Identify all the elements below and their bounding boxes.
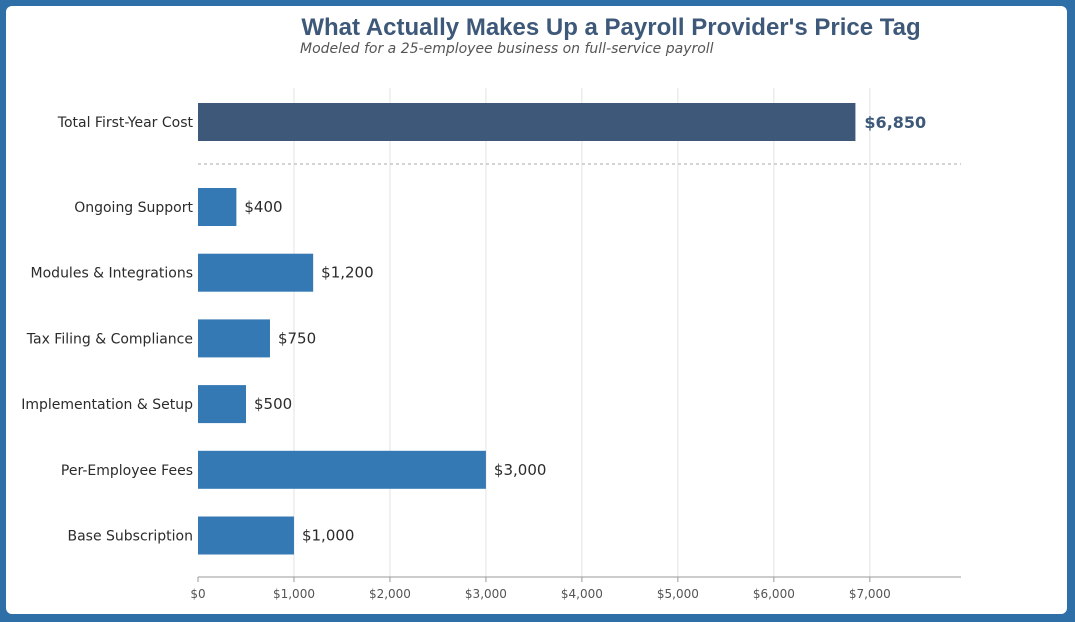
value-label: $3,000 [494,461,547,479]
value-label: $1,200 [321,264,374,282]
total-value-label: $6,850 [864,113,926,132]
category-label: Implementation & Setup [21,397,193,413]
chart-subtitle: Modeled for a 25-employee business on fu… [300,41,714,57]
chart-title: What Actually Makes Up a Payroll Provide… [301,14,921,41]
bar [198,385,246,424]
chart-frame: What Actually Makes Up a Payroll Provide… [6,6,1067,614]
bar [198,253,314,292]
bar [198,450,486,489]
x-tick-label: $3,000 [465,587,507,601]
category-label: Base Subscription [67,529,193,545]
x-tick-label: $6,000 [753,587,795,601]
x-tick-label: $7,000 [849,587,891,601]
value-label: $750 [278,329,316,347]
bar [198,188,237,226]
x-tick-label: $0 [190,587,205,601]
x-tick-label: $1,000 [273,587,315,601]
value-label: $500 [254,395,292,413]
category-label: Ongoing Support [74,200,193,216]
total-bar [198,103,856,141]
value-label: $400 [244,198,282,216]
x-tick-label: $4,000 [561,587,603,601]
category-label: Per-Employee Fees [61,463,193,479]
bar [198,516,294,555]
bar [198,319,270,358]
x-tick-label: $2,000 [369,587,411,601]
bar-chart: $0 $1,000 $2,000 $3,000 $4,000 $5,000 $6,000 $7… [21,88,961,601]
category-label: Tax Filing & Compliance [26,331,193,347]
total-category-label: Total First-Year Cost [57,115,194,131]
value-label: $1,000 [302,527,355,545]
category-label: Modules & Integrations [31,266,193,282]
x-tick-label: $5,000 [657,587,699,601]
